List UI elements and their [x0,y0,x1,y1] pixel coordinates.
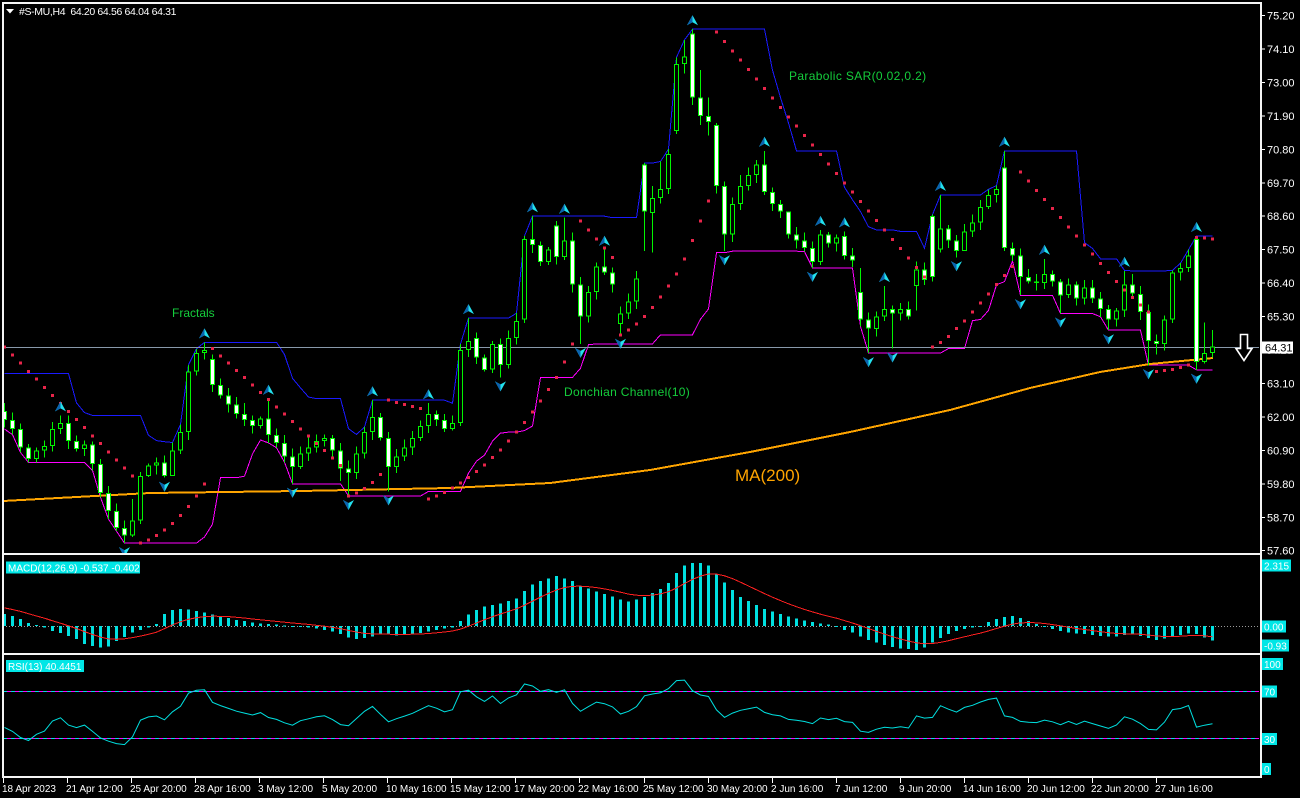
svg-text:10 May 16:00: 10 May 16:00 [386,784,447,795]
svg-text:22 Jun 20:00: 22 Jun 20:00 [1091,784,1149,795]
svg-text:67.50: 67.50 [1267,245,1295,257]
svg-text:57.60: 57.60 [1267,546,1295,558]
svg-text:0.00: 0.00 [1264,623,1284,634]
svg-text:68.60: 68.60 [1267,211,1295,223]
svg-text:15 May 12:00: 15 May 12:00 [450,784,511,795]
svg-text:74.10: 74.10 [1267,44,1295,56]
svg-text:66.40: 66.40 [1267,278,1295,290]
svg-text:MACD(12,26,9) -0.537 -0.402: MACD(12,26,9) -0.537 -0.402 [8,564,140,575]
svg-text:#S-MU,H4 64.20 64.56 64.04 64: #S-MU,H4 64.20 64.56 64.04 64.31 [19,6,177,18]
svg-text:63.10: 63.10 [1267,379,1295,391]
svg-text:7 Jun 12:00: 7 Jun 12:00 [835,784,888,795]
svg-text:0: 0 [1264,765,1270,776]
svg-text:60.90: 60.90 [1267,445,1295,457]
svg-text:64.31: 64.31 [1265,343,1293,355]
svg-text:73.00: 73.00 [1267,77,1295,89]
svg-text:30 May 20:00: 30 May 20:00 [707,784,768,795]
svg-text:Fractals: Fractals [172,306,215,320]
svg-text:65.30: 65.30 [1267,312,1295,324]
svg-text:21 Apr 12:00: 21 Apr 12:00 [66,784,123,795]
svg-text:-0.93: -0.93 [1264,642,1287,653]
svg-text:75.20: 75.20 [1267,11,1295,23]
svg-text:9 Jun 20:00: 9 Jun 20:00 [899,784,952,795]
svg-text:Donchian Channel(10): Donchian Channel(10) [564,385,690,399]
svg-text:2 Jun 16:00: 2 Jun 16:00 [771,784,824,795]
svg-text:2.315: 2.315 [1264,562,1289,573]
svg-text:5 May 20:00: 5 May 20:00 [322,784,377,795]
svg-text:59.80: 59.80 [1267,479,1295,491]
svg-text:18 Apr 2023: 18 Apr 2023 [2,784,56,795]
svg-text:69.70: 69.70 [1267,178,1295,190]
svg-text:58.70: 58.70 [1267,512,1295,524]
svg-text:70.80: 70.80 [1267,144,1295,156]
svg-text:71.90: 71.90 [1267,111,1295,123]
svg-text:20 Jun 12:00: 20 Jun 12:00 [1027,784,1085,795]
svg-text:Parabolic SAR(0.02,0.2): Parabolic SAR(0.02,0.2) [789,69,926,83]
svg-text:62.00: 62.00 [1267,412,1295,424]
svg-text:22 May 16:00: 22 May 16:00 [578,784,639,795]
svg-text:30: 30 [1264,735,1276,746]
svg-text:17 May 20:00: 17 May 20:00 [514,784,575,795]
svg-text:14 Jun 16:00: 14 Jun 16:00 [963,784,1021,795]
svg-text:3 May 12:00: 3 May 12:00 [258,784,313,795]
svg-text:28 Apr 16:00: 28 Apr 16:00 [194,784,251,795]
svg-text:25 Apr 20:00: 25 Apr 20:00 [130,784,187,795]
svg-text:MA(200): MA(200) [735,466,800,485]
svg-text:70: 70 [1264,688,1276,699]
svg-text:25 May 12:00: 25 May 12:00 [643,784,704,795]
svg-text:100: 100 [1264,660,1281,671]
svg-text:27 Jun 16:00: 27 Jun 16:00 [1155,784,1213,795]
svg-text:RSI(13) 40.4451: RSI(13) 40.4451 [8,662,82,673]
